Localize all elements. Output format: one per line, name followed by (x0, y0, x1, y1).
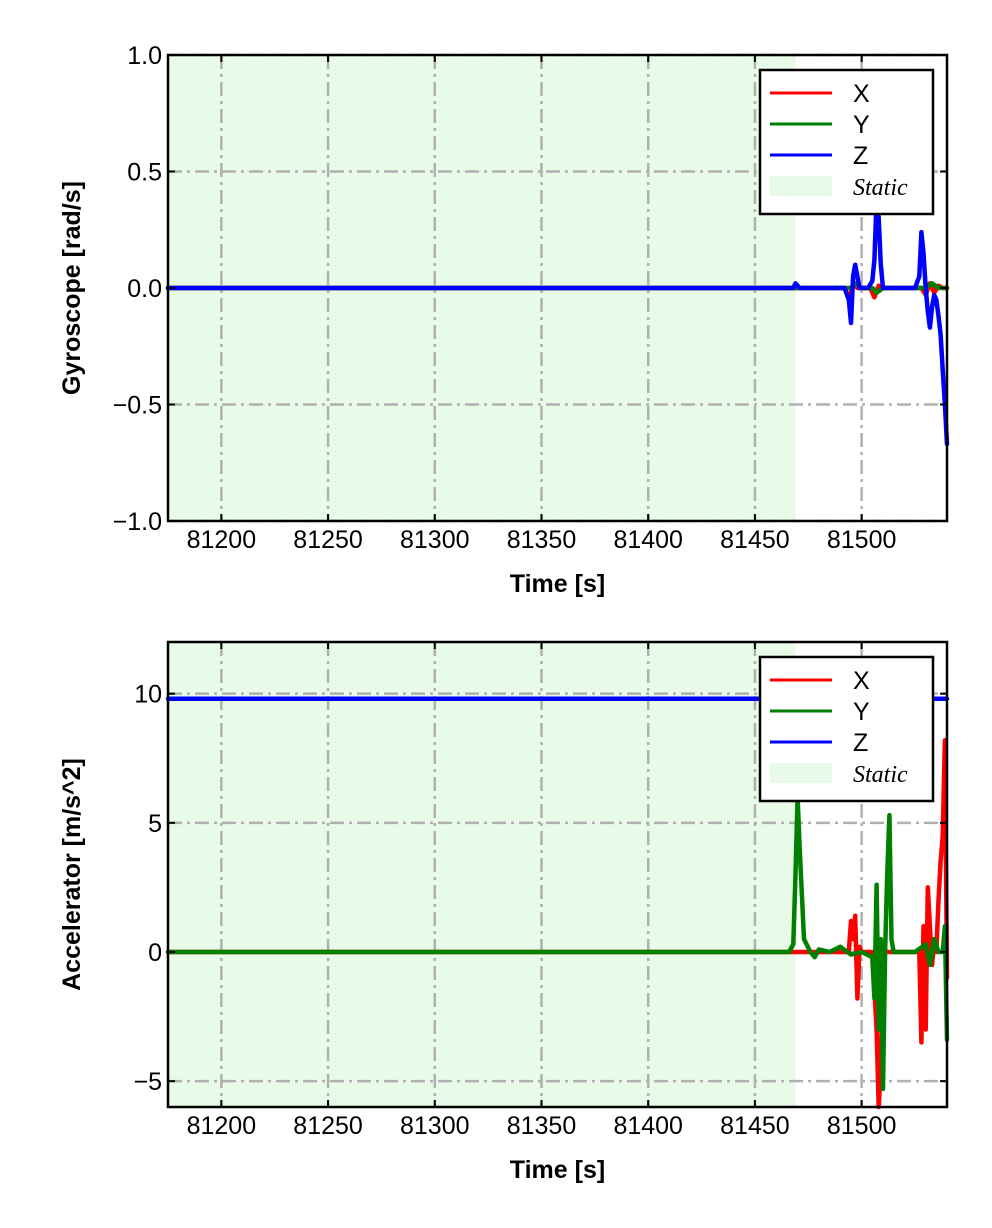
y-tick-label: −0.5 (113, 392, 162, 420)
series-line-z (165, 197, 950, 447)
series-line-y (165, 794, 950, 1092)
legend-label-static: Static (853, 175, 908, 201)
ticks: 81200 81250 81300 81350 81400 81450 81500 −1.0 −… (113, 42, 947, 554)
x-tick-label: 81500 (827, 1112, 897, 1140)
ticks: 81200 81250 81300 81350 81400 81450 81500 −5 0 5 1… (133, 642, 947, 1140)
legend-label-z: Z (853, 729, 868, 757)
series-layer (165, 197, 950, 447)
x-tick-label: 81250 (293, 526, 363, 554)
x-axis-label: Time [s] (510, 1156, 605, 1184)
legend-label-x: X (853, 80, 870, 108)
y-tick-label: 0.5 (127, 159, 162, 187)
plot-frame (166, 640, 949, 1109)
legend-swatch-static (770, 763, 832, 783)
x-tick-label: 81350 (507, 1112, 577, 1140)
legend: X Y Z Static (758, 68, 935, 216)
x-tick-label: 81450 (720, 526, 790, 554)
x-axis-label: Time [s] (510, 570, 605, 598)
x-tick-label: 81400 (613, 526, 683, 554)
legend-swatch-static (770, 176, 832, 196)
x-tick-label: 81250 (293, 1112, 363, 1140)
y-tick-label: 0.0 (127, 275, 162, 303)
x-tick-label: 81300 (400, 1112, 470, 1140)
legend: X Y Z Static (758, 655, 935, 803)
legend-label-y: Y (853, 698, 870, 726)
x-tick-label: 81200 (187, 1112, 257, 1140)
accelerometer-chart: 81200 81250 81300 81350 81400 81450 81500 −5 0 5 1… (58, 640, 950, 1184)
y-tick-label: 0 (148, 939, 162, 967)
static-region (168, 642, 796, 1107)
y-tick-label: −5 (133, 1068, 162, 1096)
y-tick-label: −1.0 (113, 508, 162, 536)
x-tick-label: 81350 (507, 526, 577, 554)
x-tick-label: 81500 (827, 526, 897, 554)
gyroscope-chart: 81200 81250 81300 81350 81400 81450 81500 −1.0 −… (58, 42, 950, 598)
x-tick-label: 81400 (613, 1112, 683, 1140)
legend-label-y: Y (853, 111, 870, 139)
x-tick-label: 81300 (400, 526, 470, 554)
x-tick-label: 81450 (720, 1112, 790, 1140)
y-tick-label: 1.0 (127, 42, 162, 70)
plot-frame (166, 53, 949, 523)
legend-label-static: Static (853, 762, 908, 788)
legend-label-x: X (853, 667, 870, 695)
y-tick-label: 10 (134, 681, 162, 709)
y-axis-label: Gyroscope [rad/s] (58, 181, 86, 395)
legend-label-z: Z (853, 142, 868, 170)
y-tick-label: 5 (148, 810, 162, 838)
x-tick-label: 81200 (187, 526, 257, 554)
y-axis-label: Accelerator [m/s^2] (58, 758, 86, 991)
